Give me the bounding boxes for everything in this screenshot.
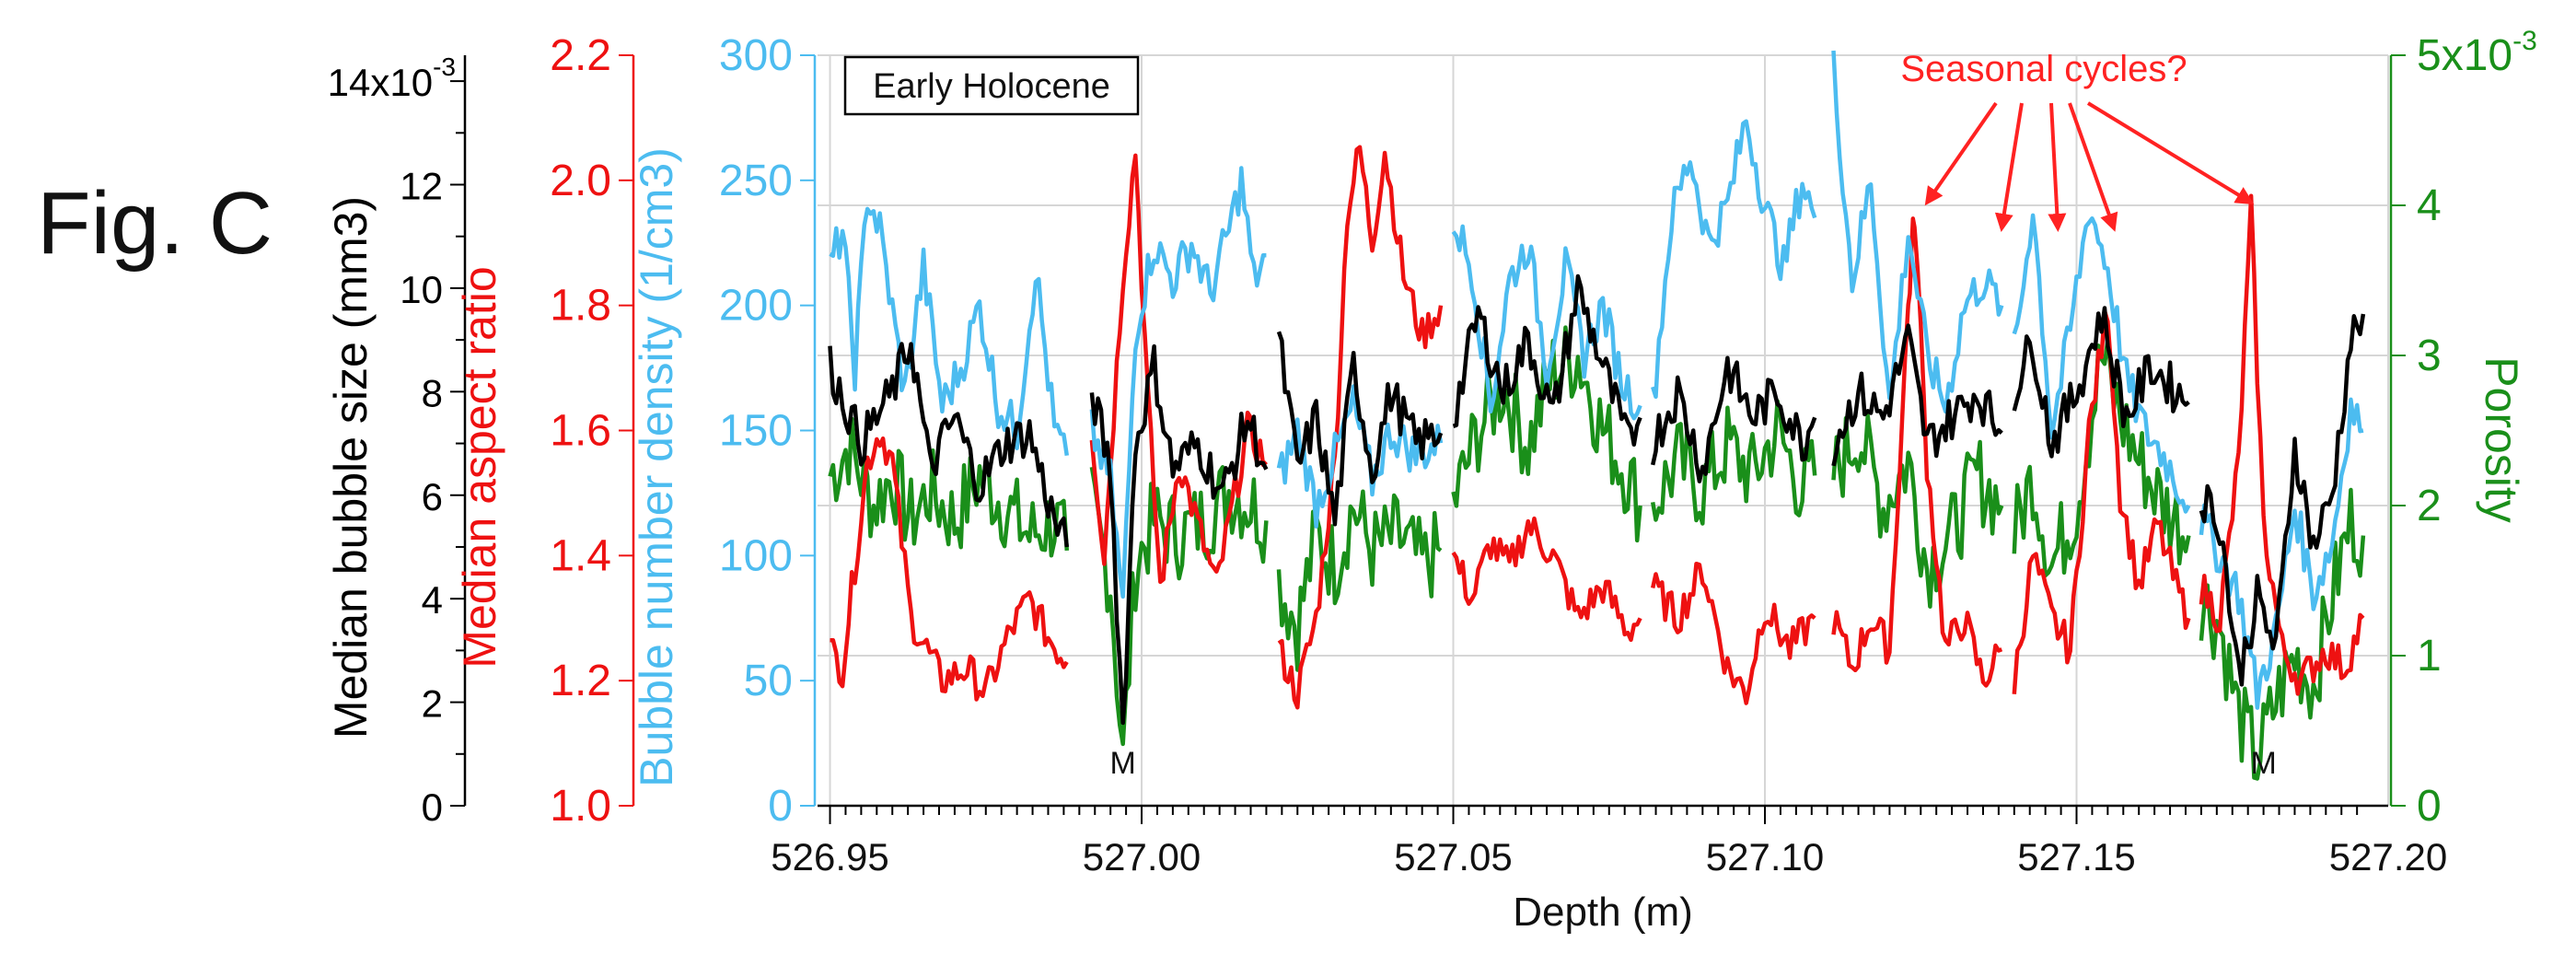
size-series-line <box>1452 273 1642 448</box>
aspect-tick-label: 1.2 <box>550 657 611 705</box>
aspect-series-line <box>830 436 1069 702</box>
size-series-line <box>828 342 1070 548</box>
porosity-tick-label: 5x10-3 <box>2417 26 2537 80</box>
density-tick-label: 150 <box>719 407 793 456</box>
period-label: Early Holocene <box>873 67 1110 106</box>
size-series-line <box>1651 355 1817 483</box>
aspect-series-line <box>1089 153 1268 585</box>
x-axis-title: Depth (m) <box>1513 890 1693 935</box>
density-series-line <box>1276 384 1444 529</box>
aspect-tick-label: 1.0 <box>550 782 611 831</box>
seasonal-arrow <box>1994 102 2024 232</box>
porosity-tick-label: 0 <box>2417 782 2442 831</box>
aspect-series-line <box>1651 561 1816 705</box>
size-series-line <box>1831 323 2003 467</box>
porosity-tick-label: 1 <box>2417 632 2442 681</box>
porosity-series-line <box>1831 413 2004 609</box>
x-tick-label: 527.15 <box>2017 835 2135 878</box>
period-label-box <box>843 55 1140 116</box>
size-series-line <box>2012 306 2190 459</box>
size-series-line <box>2199 313 2366 687</box>
porosity-tick-label: 4 <box>2417 181 2442 230</box>
x-tick-label: 527.05 <box>1394 835 1512 878</box>
porosity-series-line <box>1650 399 1817 526</box>
seasonal-cycles-label: Seasonal cycles? <box>1900 49 2187 89</box>
x-tick-label: 527.20 <box>2329 835 2447 878</box>
density-axis-title: Bubble number density (1/cm3) <box>631 147 682 787</box>
density-tick-label: 100 <box>719 531 793 580</box>
size-tick-label: 6 <box>422 475 443 518</box>
porosity-axis-title: Porosity <box>2476 356 2527 523</box>
melt-layer-label: M <box>2250 746 2276 781</box>
size-tick-label: 10 <box>400 268 443 311</box>
density-series-line <box>2012 213 2191 514</box>
aspect-tick-label: 2.2 <box>550 31 611 80</box>
aspect-tick-label: 1.4 <box>550 531 611 580</box>
size-series-line <box>1276 331 1444 527</box>
density-tick-label: 250 <box>719 157 793 205</box>
aspect-series-line <box>1277 145 1444 710</box>
porosity-series-line <box>1089 465 1269 747</box>
size-tick-label: 12 <box>400 165 443 208</box>
axes-layer: 526.95 527.00 527.05 527.10 527.15 527.20 Dept… <box>325 26 2537 935</box>
porosity-tick-label: 3 <box>2417 332 2442 380</box>
x-tick-label: 527.00 <box>1083 835 1201 878</box>
annotation-layer: Early Holocene Seasonal cycles? M M <box>843 49 2277 781</box>
size-axis-title: Median bubble size (mm3) <box>325 196 377 739</box>
series-layer <box>828 50 2366 781</box>
melt-layer-label: M <box>1110 746 1136 781</box>
aspect-tick-label: 1.6 <box>550 407 611 456</box>
x-tick-label: 526.95 <box>771 835 888 878</box>
porosity-tick-label: 2 <box>2417 482 2442 530</box>
density-tick-label: 0 <box>768 782 793 831</box>
x-tick-label: 527.10 <box>1706 835 1824 878</box>
seasonal-arrow <box>2086 101 2255 205</box>
density-series-line <box>829 206 1070 457</box>
aspect-series-line <box>2199 193 2365 696</box>
density-tick-label: 300 <box>719 31 793 80</box>
density-tick-label: 50 <box>744 657 793 705</box>
density-series-line <box>1831 50 2004 414</box>
density-tick-label: 200 <box>719 282 793 331</box>
aspect-series-line <box>1451 516 1642 643</box>
density-series-line <box>1089 166 1267 599</box>
size-tick-label: 8 <box>422 371 443 414</box>
porosity-series-line <box>828 416 1070 558</box>
seasonal-arrow <box>2048 102 2067 232</box>
figure-title: Fig. C <box>37 174 273 273</box>
aspect-axis-title: Median aspect ratio <box>454 266 505 668</box>
size-tick-label: 14x10-3 <box>328 52 456 104</box>
aspect-series-line <box>1831 216 2003 688</box>
seasonal-arrow <box>2068 102 2118 232</box>
porosity-series-line <box>1276 489 1443 672</box>
density-series-line <box>1651 119 1817 400</box>
aspect-tick-label: 2.0 <box>550 157 611 205</box>
size-series-line <box>1089 343 1269 726</box>
aspect-tick-label: 1.8 <box>550 282 611 331</box>
seasonal-arrow <box>1924 101 1998 206</box>
size-tick-label: 2 <box>422 682 443 726</box>
aspect-series-line <box>2012 308 2191 694</box>
size-tick-label: 4 <box>422 578 443 622</box>
porosity-series-line <box>2199 487 2366 781</box>
size-tick-label: 0 <box>422 785 443 829</box>
